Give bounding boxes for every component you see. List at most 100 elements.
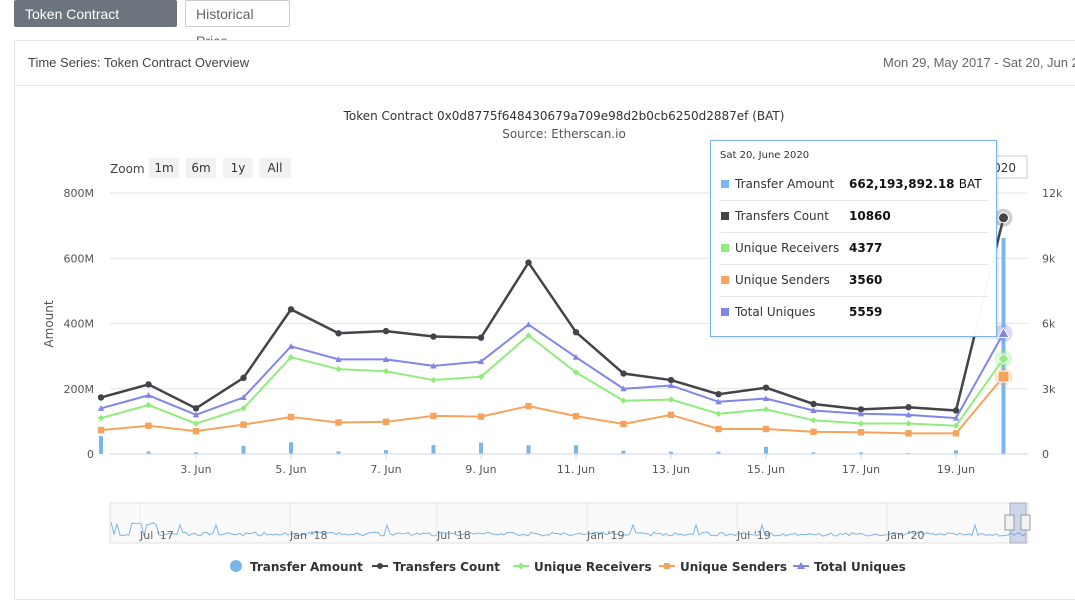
total-uniques-point [620, 385, 627, 392]
legend-item-label[interactable]: Unique Receivers [534, 560, 652, 574]
unique-senders-point [192, 427, 200, 435]
left-axis-label: Amount [42, 300, 56, 347]
right-axis-tick-label: 0 [1042, 448, 1049, 461]
navigator-handle-right[interactable] [1020, 514, 1031, 531]
zoom-all-button-bg[interactable] [259, 158, 291, 178]
tooltip-value-number: 662,193,892.18 [849, 177, 955, 191]
tooltip-swatch [721, 244, 729, 252]
total-uniques-point [525, 321, 532, 328]
tooltip-value-unit: BAT [958, 177, 982, 191]
transfer-amount-bar [479, 442, 483, 454]
unique-senders-point [572, 412, 580, 420]
zoom-1y-button-bg[interactable] [223, 158, 253, 178]
tooltip-row: Unique Receivers 4377 [719, 233, 989, 265]
total-uniques-line [100, 323, 1005, 420]
unique-senders-point [997, 370, 1010, 383]
unique-receivers-point [667, 396, 675, 403]
transfer-amount-bar [1001, 237, 1006, 454]
tooltip-value: 662,193,892.18 BAT [849, 177, 982, 191]
total-uniques-point [715, 398, 722, 405]
x-axis-tick-label: 13. Jun [652, 463, 690, 476]
total-uniques-point [857, 410, 865, 417]
tooltip-swatch [721, 212, 729, 220]
x-axis-tick-label: 9. Jun [465, 463, 496, 476]
chart-subtitle: Source: Etherscan.io [502, 127, 626, 141]
total-uniques-point [810, 407, 817, 414]
unique-senders-point [382, 418, 390, 426]
x-axis-tick-label: 3. Jun [180, 463, 211, 476]
unique-receivers-point [97, 414, 105, 422]
transfer-amount-bar [954, 450, 958, 454]
legend-item-label[interactable]: Unique Senders [680, 560, 787, 574]
navigator-label: Jan '20 [886, 529, 924, 542]
right-axis-ticks: 0 3k 6k 9k 12k [1042, 187, 1063, 461]
card-header: Time Series: Token Contract Overview Mon… [15, 41, 1075, 86]
legend-item-label[interactable]: Transfer Amount [250, 560, 363, 574]
zoom-1m-button-bg[interactable] [149, 158, 179, 178]
transfers-count-point [477, 334, 485, 341]
total-uniques-point [477, 358, 485, 365]
date-range: Mon 29, May 2017 - Sat 20, Jun 2020 [883, 55, 1075, 70]
tab-token-contract-overview[interactable]: Token Contract Overview [14, 0, 177, 49]
tooltip-swatch [721, 276, 729, 284]
transfers-count-point [667, 376, 675, 384]
zoom-1m-button[interactable]: 1m [154, 161, 173, 175]
tooltip-row: Transfer Amount 662,193,892.18 BAT [719, 169, 989, 201]
unique-senders-point [952, 430, 960, 437]
unique-senders-point [525, 402, 532, 410]
legend-symbol [230, 560, 242, 572]
zoom-6m-button-bg[interactable] [186, 158, 216, 178]
unique-senders-point [430, 412, 437, 420]
x-axis-ticks: 3. Jun 5. Jun 7. Jun 9. Jun 11. Jun 13. Jun 15… [180, 454, 975, 476]
transfers-count-point [952, 407, 960, 414]
right-axis-tick-label: 9k [1042, 252, 1056, 265]
total-uniques-point [240, 394, 247, 401]
tooltip-date: Sat 20, June 2020 [720, 150, 810, 161]
navigator-handle-left[interactable] [1004, 514, 1015, 531]
tooltip-value: 10860 [849, 209, 891, 223]
chart-title: Token Contract 0x0d8775f648430679a709e98… [343, 109, 785, 123]
zoom-1y-button[interactable]: 1y [231, 161, 246, 175]
transfer-amount-bar [146, 451, 151, 454]
unique-receivers-line [100, 334, 1005, 427]
transfer-amount-bar [621, 450, 626, 454]
tooltip-series-name: Total Uniques [735, 305, 816, 319]
navigator[interactable]: Jul '17 Jan '18 Jul '18 Jan '19 Jul '19 Jan '… [109, 502, 1031, 544]
transfer-amount-bar [669, 451, 673, 454]
unique-receivers-point [525, 332, 532, 339]
transfers-count-point [335, 330, 342, 337]
navigator-label: Jan '18 [289, 529, 327, 542]
x-axis-tick-label: 7. Jun [370, 463, 401, 476]
total-uniques-point [952, 414, 960, 421]
legend-symbol [377, 563, 383, 569]
legend-item-label[interactable]: Total Uniques [814, 560, 906, 574]
unique-receivers-point [192, 420, 200, 427]
total-uniques-point [192, 411, 200, 418]
transfer-amount-bar [526, 445, 531, 454]
total-uniques-point [430, 362, 437, 369]
navigator-frame [109, 502, 1029, 544]
legend-item-label[interactable]: Transfers Count [393, 560, 500, 574]
tooltip-row: Transfers Count 10860 [719, 201, 989, 233]
zoom-all-button[interactable]: All [268, 161, 283, 175]
transfers-count-point [905, 404, 912, 411]
navigator-label: Jul '17 [139, 529, 174, 542]
total-uniques-point [287, 343, 295, 349]
transfer-amount-bar [99, 436, 103, 454]
zoom-6m-button[interactable]: 6m [191, 161, 210, 175]
total-uniques-point [335, 356, 342, 362]
unique-receivers-point [335, 365, 342, 373]
left-axis-tick-label: 400M [64, 318, 95, 331]
x-axis-tick-label: 17. Jun [842, 463, 880, 476]
transfer-amount-bars [99, 237, 1006, 454]
unique-receivers-point [857, 420, 865, 427]
transfers-count-point [430, 333, 437, 340]
right-axis-tick-label: 12k [1042, 187, 1063, 200]
transfers-count-point [97, 394, 105, 401]
data-tooltip: Sat 20, June 2020 Transfer Amount 662,19… [710, 140, 997, 337]
unique-senders-point [145, 422, 152, 429]
tooltip-series-name: Transfer Amount [735, 177, 835, 191]
transfers-count-point [715, 390, 722, 398]
tooltip-row: Unique Senders 3560 [719, 265, 989, 297]
unique-receivers-point [810, 417, 817, 424]
